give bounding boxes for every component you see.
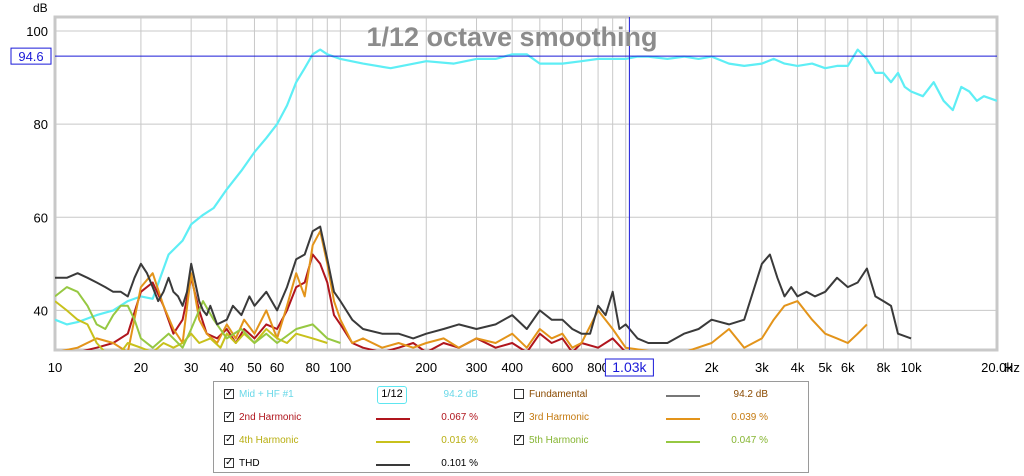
x-tick-label: 600: [552, 360, 574, 375]
legend-value-4th-harmonic: 0.016 %: [441, 435, 478, 446]
smoothing-button[interactable]: 1/12: [377, 386, 407, 404]
y-tick-label: 80: [34, 117, 48, 132]
series-mid-hf-1: [55, 48, 997, 326]
series-3rd-harmonic: [61, 230, 868, 350]
x-tick-label: 60: [270, 360, 284, 375]
x-tick-label: 2k: [705, 360, 719, 375]
cursor-y-readout-box: [10, 47, 52, 65]
x-axis-label: Hz: [1004, 360, 1020, 375]
legend-swatch-3rd-harmonic: [666, 418, 700, 420]
legend-label-3rd-harmonic: 3rd Harmonic: [529, 412, 590, 423]
legend-label-5th-harmonic: 5th Harmonic: [529, 435, 589, 446]
x-tick-label: 50: [247, 360, 261, 375]
legend-label-mid-hf-1: Mid + HF #1: [239, 389, 294, 400]
series-group: [55, 48, 997, 350]
legend-label-2nd-harmonic: 2nd Harmonic: [239, 412, 302, 423]
x-tick-label: 5k: [818, 360, 832, 375]
legend-row: ✓ Mid + HF #1 1/12 94.2 dB Fundamental 94.2 d…: [214, 386, 808, 406]
legend-label-4th-harmonic: 4th Harmonic: [239, 435, 299, 446]
series-thd: [55, 225, 912, 344]
legend-swatch-thd: [376, 464, 410, 466]
legend-value-mid-hf-1: 94.2 dB: [443, 389, 478, 400]
series-2nd-harmonic: [82, 253, 625, 350]
plot-area: [53, 15, 999, 352]
cursor-y-readout: 94.6: [18, 49, 43, 64]
legend-value-2nd-harmonic: 0.067 %: [441, 412, 478, 423]
x-tick-label: 4k: [791, 360, 805, 375]
legend-value-3rd-harmonic: 0.039 %: [731, 412, 768, 423]
series-5th-harmonic: [55, 286, 341, 349]
x-tick-label: 8k: [877, 360, 891, 375]
y-axis-label: dB: [33, 1, 48, 15]
legend-label-fundamental: Fundamental: [529, 389, 588, 400]
y-tick-label: 100: [26, 24, 48, 39]
legend-row: ✓ 2nd Harmonic 0.067 % ✓ 3rd Harmonic 0.039 %: [214, 409, 808, 429]
checkbox-fundamental[interactable]: [514, 389, 524, 399]
x-tick-label: 200: [415, 360, 437, 375]
x-tick-label: 20: [134, 360, 148, 375]
x-tick-label: 40: [220, 360, 234, 375]
legend-label-thd: THD: [239, 458, 260, 469]
x-tick-label: 100: [330, 360, 352, 375]
y-tick-label: 60: [34, 210, 48, 225]
checkbox-5th-harmonic[interactable]: ✓: [514, 434, 524, 445]
chart-title: 1/12 octave smoothing: [366, 22, 657, 52]
legend-row: ✓ THD 0.101 %: [214, 455, 808, 475]
legend-value-5th-harmonic: 0.047 %: [731, 435, 768, 446]
legend-swatch-5th-harmonic: [666, 441, 700, 443]
legend-panel: ✓ Mid + HF #1 1/12 94.2 dB Fundamental 94.2 d…: [213, 381, 809, 473]
legend-swatch-fundamental: [666, 395, 700, 397]
x-tick-label: 6k: [841, 360, 855, 375]
x-tick-label: 10: [48, 360, 62, 375]
cursor-x-readout: 1.03k: [612, 359, 647, 375]
x-tick-label: 20.0k: [981, 360, 1013, 375]
legend-row: ✓ 4th Harmonic 0.016 % ✓ 5th Harmonic 0.047 %: [214, 432, 808, 452]
legend-value-fundamental: 94.2 dB: [733, 389, 768, 400]
x-tick-label: 30: [184, 360, 198, 375]
legend-swatch-4th-harmonic: [376, 441, 410, 443]
checkbox-thd[interactable]: ✓: [224, 457, 234, 468]
x-tick-label: 3k: [755, 360, 769, 375]
x-tick-label: 300: [466, 360, 488, 375]
legend-swatch-2nd-harmonic: [376, 418, 410, 420]
cursor-x-readout-box: [604, 358, 654, 377]
checkbox-2nd-harmonic[interactable]: ✓: [224, 411, 234, 422]
x-tick-label: 800: [587, 360, 609, 375]
x-tick-label: 10k: [901, 360, 922, 375]
y-tick-label: 40: [34, 303, 48, 318]
checkbox-3rd-harmonic[interactable]: ✓: [514, 411, 524, 422]
legend-value-thd: 0.101 %: [441, 458, 478, 469]
checkbox-4th-harmonic[interactable]: ✓: [224, 434, 234, 445]
x-tick-label: 80: [305, 360, 319, 375]
x-tick-label: 400: [501, 360, 523, 375]
spl-chart[interactable]: 1/12 octave smoothing dB 40 60 80 100 10 20 30 40…: [0, 0, 1024, 380]
checkbox-mid-hf-1[interactable]: ✓: [224, 388, 234, 399]
